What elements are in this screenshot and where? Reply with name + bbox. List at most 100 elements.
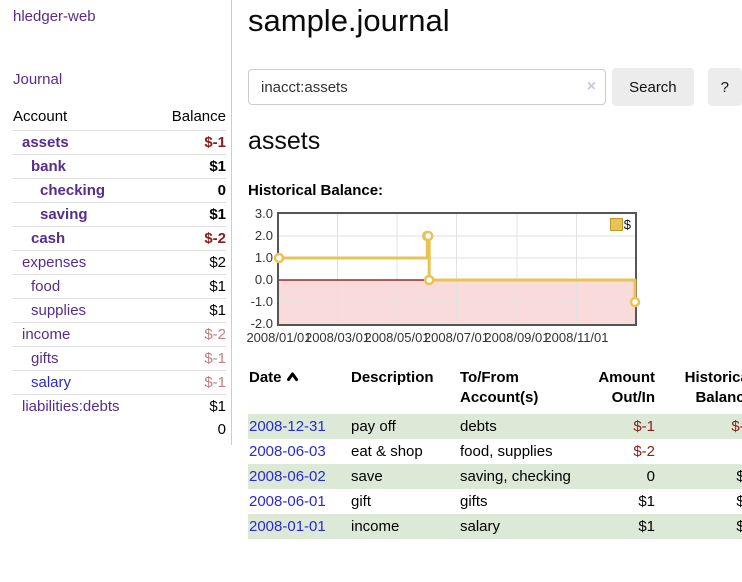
chart-legend: $ bbox=[609, 217, 631, 233]
account-link[interactable]: gifts bbox=[31, 350, 59, 367]
account-row: supplies $1 bbox=[13, 298, 226, 323]
y-axis-tick-label: 2.0 bbox=[254, 228, 273, 244]
account-row: saving $1 bbox=[13, 202, 226, 227]
account-balance: $1 bbox=[154, 298, 226, 323]
account-balance: $-2 bbox=[154, 226, 226, 251]
register-header-date[interactable]: Date bbox=[248, 368, 350, 414]
transaction-accounts: food, supplies bbox=[460, 443, 553, 461]
transaction-row: 2008-06-03 eat & shop food, supplies $-20 bbox=[248, 439, 742, 464]
transaction-accounts: debts bbox=[459, 414, 575, 440]
sort-ascending-icon bbox=[286, 368, 299, 388]
account-balance: $1 bbox=[154, 202, 226, 227]
transaction-balance: 0 bbox=[657, 439, 742, 464]
transaction-date-cell: 2008-12-31 bbox=[248, 414, 350, 440]
x-axis-tick-label: 2008/09/01 bbox=[484, 330, 550, 346]
help-button[interactable]: ? bbox=[707, 68, 742, 107]
account-row: income $-2 bbox=[13, 322, 226, 347]
register-table: Date Description To/From Account(s) Amou… bbox=[248, 368, 742, 540]
account-balance: $1 bbox=[154, 154, 226, 179]
account-link[interactable]: expenses bbox=[22, 254, 87, 271]
account-link[interactable]: liabilities:debts bbox=[22, 398, 120, 415]
transaction-date-link[interactable]: 2008-01-01 bbox=[249, 518, 326, 536]
transaction-accounts: salary bbox=[459, 514, 575, 540]
transaction-date-link[interactable]: 2008-12-31 bbox=[249, 418, 326, 436]
register-header-accounts: To/From Account(s) bbox=[460, 369, 539, 407]
page: hledger-web Journal Account Balance asse… bbox=[0, 0, 742, 540]
account-row: checking 0 bbox=[13, 178, 226, 203]
accounts-table: Account Balance assets $-1 bank $1 checking 0… bbox=[13, 104, 226, 441]
account-balance: $-1 bbox=[154, 370, 226, 395]
transaction-row: 2008-06-01 gift gifts $1 $2 bbox=[248, 489, 742, 514]
account-link[interactable]: cash bbox=[31, 230, 66, 247]
account-row: expenses $2 bbox=[13, 250, 226, 275]
account-link[interactable]: salary bbox=[31, 374, 72, 391]
transaction-date-link[interactable]: 2008-06-01 bbox=[249, 493, 326, 511]
transaction-date-cell: 2008-01-01 bbox=[248, 514, 350, 540]
transaction-date-link[interactable]: 2008-06-02 bbox=[249, 468, 326, 486]
brand-link[interactable]: hledger-web bbox=[13, 8, 96, 25]
y-axis-tick-label: 1.0 bbox=[254, 250, 273, 266]
account-balance: $1 bbox=[154, 274, 226, 299]
account-heading: assets bbox=[248, 127, 321, 156]
account-row: gifts $-1 bbox=[13, 346, 226, 371]
account-row: assets $-1 bbox=[13, 131, 226, 155]
account-balance: $-1 bbox=[204, 134, 226, 151]
account-balance: $1 bbox=[154, 394, 226, 418]
account-link[interactable]: assets bbox=[22, 134, 69, 151]
legend-label: $ bbox=[623, 217, 631, 233]
transaction-description: income bbox=[350, 514, 459, 540]
x-axis-tick-label: 2008/11/01 bbox=[544, 330, 609, 346]
y-axis-tick-label: 0.0 bbox=[254, 272, 273, 288]
transaction-date-cell: 2008-06-02 bbox=[248, 464, 350, 490]
accounts-header-balance: Balance bbox=[154, 104, 226, 131]
account-link[interactable]: food bbox=[31, 278, 61, 295]
y-axis-tick-label: -2.0 bbox=[250, 316, 273, 332]
account-link[interactable]: income bbox=[22, 326, 71, 343]
search-bar: × Search ? bbox=[248, 68, 742, 107]
account-link[interactable]: supplies bbox=[31, 302, 87, 319]
chart-plot-area: $ bbox=[273, 212, 641, 327]
account-row: cash $-2 bbox=[13, 226, 226, 251]
transaction-amount: $-2 bbox=[633, 443, 655, 461]
search-input[interactable] bbox=[248, 69, 607, 106]
search-box: × bbox=[248, 69, 607, 106]
transaction-accounts: saving, checking bbox=[459, 464, 575, 490]
account-link[interactable]: bank bbox=[31, 158, 67, 175]
x-axis-tick-label: 2008/05/01 bbox=[364, 330, 430, 346]
accounts-total-row: 0 bbox=[13, 418, 226, 441]
page-title: sample.journal bbox=[248, 3, 450, 38]
transaction-balance: $2 bbox=[736, 493, 742, 511]
x-axis-tick-label: 2008/07/01 bbox=[423, 330, 490, 346]
sidebar: hledger-web Journal Account Balance asse… bbox=[0, 0, 232, 445]
account-link[interactable]: saving bbox=[40, 206, 88, 223]
main-content: sample.journal × Search ? assets Histori… bbox=[232, 0, 742, 540]
sidebar-item-journal[interactable]: Journal bbox=[13, 71, 63, 88]
transaction-balance: $1 bbox=[657, 514, 742, 540]
account-row: bank $1 bbox=[13, 154, 226, 179]
register-header-balance: Historical Balance bbox=[684, 369, 742, 407]
chart-title: Historical Balance: bbox=[248, 182, 384, 200]
account-row: food $1 bbox=[13, 274, 226, 299]
transaction-amount: $-1 bbox=[575, 414, 657, 440]
transaction-amount: $1 bbox=[575, 514, 657, 540]
account-balance: $-1 bbox=[154, 346, 226, 371]
transaction-amount: $1 bbox=[638, 493, 655, 511]
transaction-date-link[interactable]: 2008-06-03 bbox=[249, 443, 326, 461]
search-button[interactable]: Search bbox=[612, 68, 694, 107]
transaction-accounts: gifts bbox=[460, 493, 488, 511]
x-axis-tick-label: 2008/03/01 bbox=[304, 330, 371, 346]
account-link[interactable]: checking bbox=[40, 182, 106, 199]
account-balance: 0 bbox=[154, 178, 226, 203]
transaction-description: gift bbox=[351, 493, 372, 511]
accounts-total-spacer bbox=[13, 418, 154, 441]
transaction-amount: 0 bbox=[575, 464, 657, 490]
transaction-description: eat & shop bbox=[351, 443, 423, 461]
transaction-description: pay off bbox=[350, 414, 459, 440]
register-header-description: Description bbox=[351, 369, 434, 387]
transaction-date-cell: 2008-06-01 bbox=[248, 489, 350, 514]
legend-swatch-icon bbox=[609, 218, 623, 232]
clear-search-icon[interactable]: × bbox=[586, 78, 597, 96]
account-balance: $2 bbox=[154, 250, 226, 275]
